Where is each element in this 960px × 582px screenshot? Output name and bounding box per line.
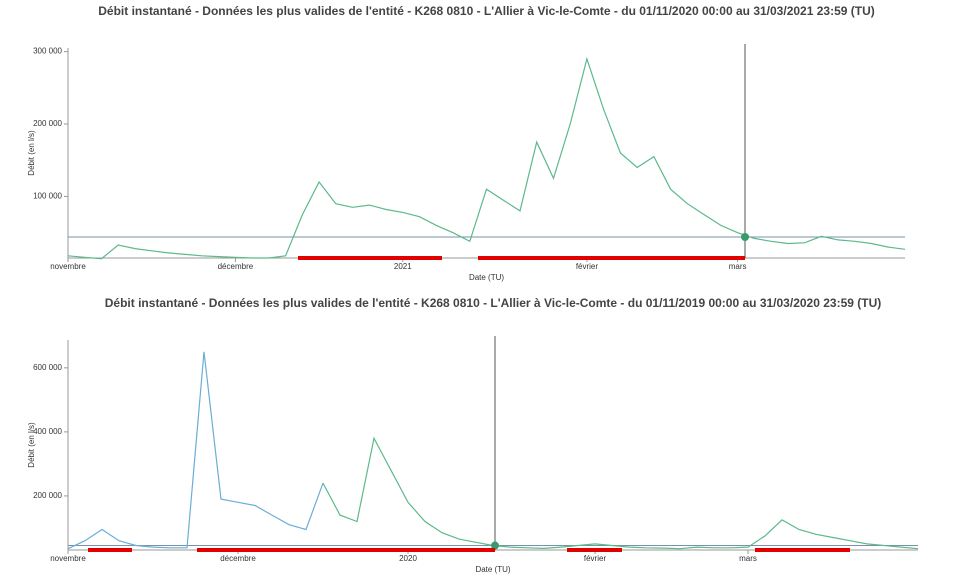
x-tick-label: mars: [729, 262, 747, 271]
x-tick-label: mars: [739, 554, 757, 563]
x-tick-label: février: [576, 262, 599, 271]
cursor-dot: [491, 541, 499, 550]
x-axis-label: Date (TU): [469, 273, 504, 282]
x-tick-label: novembre: [50, 554, 86, 563]
data-line: [322, 436, 919, 550]
x-tick-label: décembre: [220, 554, 256, 563]
cursor-dot: [741, 233, 749, 241]
x-tick-label: 2021: [394, 262, 412, 271]
y-tick-label: 300 000: [33, 47, 62, 56]
y-tick-label: 400 000: [33, 427, 62, 436]
y-tick-label: 600 000: [33, 363, 62, 372]
y-tick-label: 100 000: [33, 192, 62, 201]
x-tick-label: novembre: [50, 262, 86, 271]
data-line: [67, 351, 324, 550]
data-line: [67, 56, 906, 260]
y-axis-label: Débit (en l/s): [27, 130, 36, 176]
chart-title: Débit instantané - Données les plus vali…: [105, 296, 881, 310]
x-axis-label: Date (TU): [475, 565, 510, 574]
y-tick-label: 200 000: [33, 119, 62, 128]
x-tick-label: février: [584, 554, 607, 563]
x-tick-label: 2020: [399, 554, 417, 563]
chart-title: Débit instantané - Données les plus vali…: [98, 4, 874, 18]
x-tick-label: décembre: [218, 262, 254, 271]
y-tick-label: 200 000: [33, 491, 62, 500]
y-axis-label: Débit (en l/s): [27, 422, 36, 468]
